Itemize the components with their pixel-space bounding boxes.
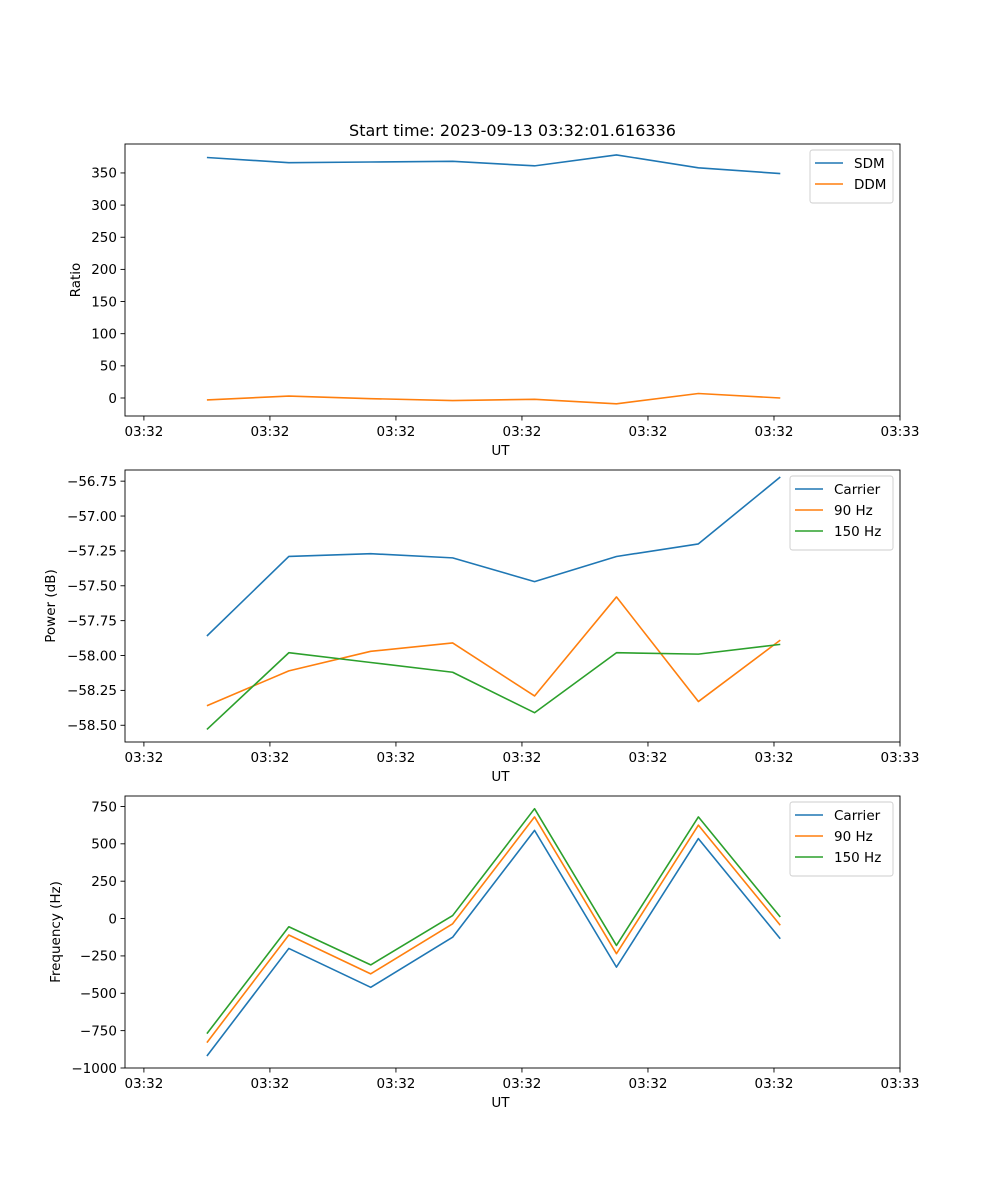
x-tick-label: 03:32	[376, 424, 415, 440]
legend-entry: 150 Hz	[834, 524, 881, 540]
axes-frame	[124, 469, 901, 743]
x-axis-label: UT	[491, 443, 510, 459]
y-tick-label: −250	[80, 949, 117, 965]
x-tick-label: 03:32	[755, 424, 794, 440]
legend: Carrier 90 Hz 150 Hz	[789, 475, 894, 551]
legend: Carrier 90 Hz 150 Hz	[789, 801, 894, 877]
y-tick-label: −57.25	[67, 544, 117, 560]
x-tick-label: 03:32	[250, 424, 289, 440]
x-tick-label: 03:32	[250, 750, 289, 766]
y-tick-label: −56.75	[67, 474, 117, 490]
y-axis-label: Frequency (Hz)	[48, 881, 64, 983]
x-tick-label: 03:32	[124, 424, 163, 440]
x-axis-label: UT	[491, 769, 510, 785]
panel-2: 03:32 03:32 03:32 03:32 03:32 03:32 03:33 −58.5…	[43, 469, 920, 785]
x-tick-label: 03:32	[629, 1076, 668, 1092]
series-line-150-hz	[206, 643, 781, 731]
series-line-sdm	[206, 154, 781, 175]
y-tick-label: 250	[91, 230, 117, 246]
y-tick-label: −500	[80, 986, 117, 1002]
axes-frame	[124, 143, 901, 417]
y-tick-label: −57.75	[67, 613, 117, 629]
series-line-90-hz	[206, 596, 781, 707]
y-tick-label: 150	[91, 294, 117, 310]
axes-frame	[124, 795, 901, 1069]
panel-3: 03:32 03:32 03:32 03:32 03:32 03:32 03:33 −1000…	[48, 795, 920, 1111]
legend-entry: DDM	[854, 177, 886, 193]
y-tick-label: −58.25	[67, 683, 117, 699]
y-tick-label: 750	[91, 799, 117, 815]
series-line-carrier	[206, 829, 781, 1057]
legend-entry: SDM	[854, 156, 885, 172]
y-tick-label: 350	[91, 166, 117, 182]
legend-entry: Carrier	[834, 808, 881, 824]
x-tick-label: 03:32	[502, 750, 541, 766]
legend-entry: 150 Hz	[834, 850, 881, 866]
y-tick-label: 300	[91, 198, 117, 214]
y-tick-label: 0	[108, 911, 117, 927]
x-tick-label: 03:32	[755, 1076, 794, 1092]
y-tick-label: 50	[100, 359, 117, 375]
panel-1: 03:32 03:32 03:32 03:32 03:32 03:32 03:33 0 50 10…	[68, 143, 920, 459]
legend: SDM DDM	[809, 149, 894, 204]
series-line-ddm	[206, 392, 781, 405]
y-tick-label: 100	[91, 326, 117, 342]
x-tick-label: 03:32	[502, 1076, 541, 1092]
y-tick-label: −58.00	[67, 648, 117, 664]
series-line-90-hz	[206, 816, 781, 1044]
x-tick-label: 03:33	[881, 750, 920, 766]
x-tick-label: 03:32	[629, 424, 668, 440]
y-axis-label: Ratio	[68, 263, 84, 298]
x-tick-label: 03:33	[881, 424, 920, 440]
y-tick-label: 500	[91, 837, 117, 853]
series-line-150-hz	[206, 807, 781, 1035]
x-tick-label: 03:32	[124, 1076, 163, 1092]
y-tick-label: −57.50	[67, 579, 117, 595]
y-tick-label: 0	[108, 391, 117, 407]
y-tick-label: −750	[80, 1023, 117, 1039]
y-tick-label: −57.00	[67, 509, 117, 525]
x-tick-label: 03:32	[629, 750, 668, 766]
y-axis-label: Power (dB)	[43, 569, 59, 642]
x-tick-label: 03:32	[376, 750, 415, 766]
figure-title: Start time: 2023-09-13 03:32:01.616336	[349, 121, 676, 140]
x-axis-label: UT	[491, 1095, 510, 1111]
series-line-carrier	[206, 476, 781, 637]
y-tick-label: −1000	[71, 1061, 117, 1077]
legend-entry: Carrier	[834, 482, 881, 498]
x-tick-label: 03:32	[250, 1076, 289, 1092]
x-tick-label: 03:32	[376, 1076, 415, 1092]
x-tick-label: 03:32	[755, 750, 794, 766]
panels: 03:32 03:32 03:32 03:32 03:32 03:32 03:33 0 50 10…	[43, 143, 920, 1111]
y-tick-label: 250	[91, 874, 117, 890]
x-tick-label: 03:32	[502, 424, 541, 440]
y-tick-label: −58.50	[67, 718, 117, 734]
y-tick-label: 200	[91, 262, 117, 278]
legend-entry: 90 Hz	[834, 503, 873, 519]
x-tick-label: 03:32	[124, 750, 163, 766]
x-tick-label: 03:33	[881, 1076, 920, 1092]
legend-entry: 90 Hz	[834, 829, 873, 845]
